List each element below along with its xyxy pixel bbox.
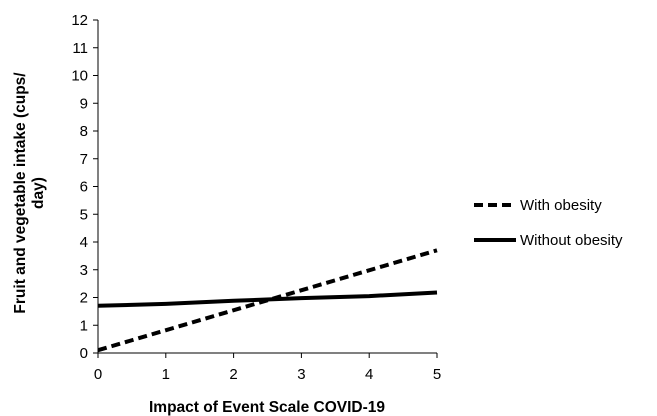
legend-label: With obesity [520,197,602,214]
y-tick-label: 3 [80,262,88,279]
y-axis-title-line-1: Fruit and vegetable intake (cups/ [12,72,29,314]
y-tick-label: 4 [80,234,88,251]
y-axis-title-line-2: day) [30,177,47,209]
y-tick-label: 7 [80,151,88,168]
y-tick-label: 6 [80,179,88,196]
y-tick-label: 12 [71,12,88,29]
x-axis-ticks: 0 1 2 3 4 5 [94,353,441,383]
y-tick-label: 9 [80,95,88,112]
x-tick-label: 1 [162,366,170,383]
y-axis-title: Fruit and vegetable intake (cups/ day) [12,72,47,314]
y-tick-label: 10 [71,68,88,85]
x-tick-label: 2 [229,366,237,383]
y-tick-label: 0 [80,345,88,362]
y-tick-label: 1 [80,317,88,334]
x-axis-title: Impact of Event Scale COVID-19 [149,399,385,416]
y-tick-label: 8 [80,123,88,140]
x-tick-label: 5 [433,366,441,383]
x-tick-label: 4 [365,366,373,383]
series-line-without-obesity [97,290,438,308]
x-tick-label: 3 [297,366,305,383]
y-tick-label: 5 [80,206,88,223]
legend: With obesity Without obesity [474,197,623,249]
series-layer [97,248,438,353]
legend-label: Without obesity [520,232,623,249]
x-tick-label: 0 [94,366,102,383]
y-tick-label: 2 [80,290,88,307]
y-tick-label: 11 [72,40,88,57]
